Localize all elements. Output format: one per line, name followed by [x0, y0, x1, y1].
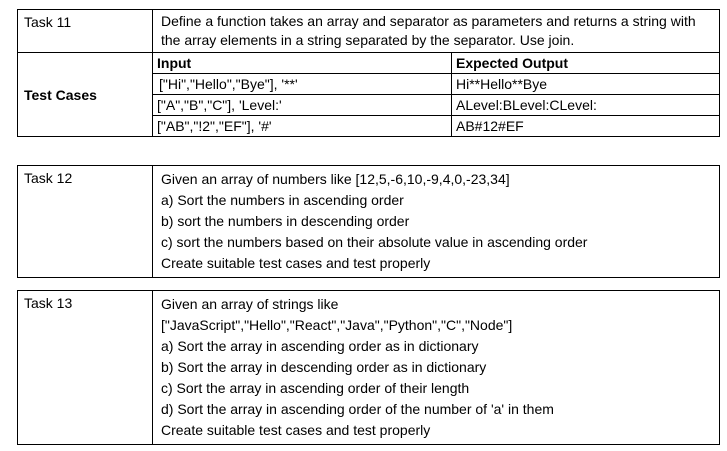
task-12-line-2: a) Sort the numbers in ascending order: [161, 192, 404, 208]
task-13-line-1: Given an array of strings like: [161, 296, 339, 312]
table-row: ["AB","!2","EF"], '#' AB#12#EF: [153, 115, 719, 136]
task-12-line-3: b) sort the numbers in descending order: [161, 213, 410, 229]
task-12-description: Given an array of numbers like [12,5,-6,…: [152, 165, 720, 278]
column-header-input: Input: [153, 53, 452, 74]
test-cases-header-row: Input Expected Output: [153, 53, 719, 74]
input-cell: ["AB","!2","EF"], '#': [153, 115, 452, 136]
input-cell: ["Hi","Hello","Bye"], '**': [153, 73, 452, 95]
input-value: ["Hi","Hello","Bye"], '**': [159, 76, 298, 92]
expected-output-cell: ALevel:BLevel:CLevel:: [451, 94, 719, 116]
test-cases-cell: Input Expected Output ["Hi","Hello","Bye…: [152, 52, 720, 137]
test-cases-label: Test Cases: [17, 52, 153, 137]
input-cell: ["A","B","C"], 'Level:': [153, 94, 452, 116]
task-12-table: Task 12 Given an array of numbers like […: [17, 165, 720, 278]
table-row: ["A","B","C"], 'Level:' ALevel:BLevel:CL…: [153, 94, 719, 116]
test-cases-table: Input Expected Output ["Hi","Hello","Bye…: [153, 53, 719, 136]
task-11-description-line-1: Define a function takes an array and sep…: [161, 13, 629, 29]
column-header-expected-output: Expected Output: [451, 53, 719, 74]
task-12-line-5: Create suitable test cases and test prop…: [161, 255, 431, 271]
task-11-description-line-2: string with the array elements in a stri…: [161, 13, 696, 48]
task-13-description: Given an array of strings like ["JavaScr…: [152, 290, 720, 445]
table-row: ["Hi","Hello","Bye"], '**' Hi**Hello**By…: [153, 73, 719, 95]
task-13-line-6: d) Sort the array in ascending order of …: [161, 401, 554, 417]
task-13-line-7: Create suitable test cases and test prop…: [161, 422, 431, 438]
expected-output-cell: Hi**Hello**Bye: [451, 73, 719, 95]
task-13-label: Task 13: [17, 290, 153, 445]
task-13-line-2: ["JavaScript","Hello","React","Java","Py…: [161, 317, 513, 333]
task-13-table: Task 13 Given an array of strings like […: [17, 290, 720, 445]
task-13-line-5: c) Sort the array in ascending order of …: [161, 380, 470, 396]
task-11-label: Task 11: [17, 9, 153, 53]
task-13-line-4: b) Sort the array in descending order as…: [161, 359, 487, 375]
task-11-table: Task 11 Define a function takes an array…: [17, 9, 720, 137]
task-11-description: Define a function takes an array and sep…: [152, 9, 720, 53]
task-12-line-1: Given an array of numbers like [12,5,-6,…: [161, 171, 510, 187]
task-13-line-3: a) Sort the array in ascending order as …: [161, 338, 479, 354]
task-12-label: Task 12: [17, 165, 153, 278]
expected-output-cell: AB#12#EF: [451, 115, 719, 136]
task-12-line-4: c) sort the numbers based on their absol…: [161, 234, 588, 250]
